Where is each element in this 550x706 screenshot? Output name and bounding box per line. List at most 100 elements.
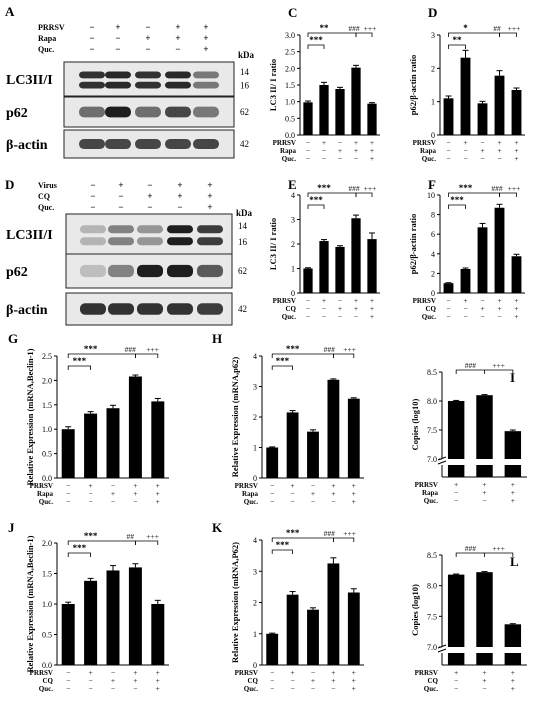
blot-band [135, 81, 161, 89]
significance-bracket [355, 32, 373, 37]
blot-band [193, 138, 219, 150]
y-tick-label: 0 [431, 131, 435, 140]
y-tick-label: 7.0 [427, 455, 437, 464]
bar [443, 98, 454, 135]
significance-mark: +++ [508, 184, 521, 193]
bar [494, 207, 505, 293]
treatment-sign: + [482, 668, 486, 677]
bar [511, 256, 522, 293]
treatment-sign: + [203, 33, 208, 43]
treatment-sign: − [66, 684, 70, 693]
treatment-sign: + [497, 304, 501, 313]
blot-band [105, 106, 131, 118]
panel-letter: I [510, 370, 515, 385]
treatment-sign: − [480, 154, 484, 163]
y-axis-label: Relative Expression (mRNA,Beclin-1) [25, 348, 35, 485]
treatment-label: Rapa [420, 147, 436, 155]
treatment-sign: − [66, 489, 70, 498]
bar [460, 268, 471, 293]
y-tick-label: 1.0 [42, 425, 52, 434]
treatment-label: Quc. [39, 685, 53, 693]
treatment-sign: − [115, 33, 120, 43]
blot-band [105, 138, 131, 150]
kda-marker: 16 [240, 81, 250, 91]
significance-bracket [333, 537, 355, 542]
treatment-sign: + [497, 138, 501, 147]
panel-letter: A [5, 4, 15, 19]
y-tick-label: 1.0 [285, 98, 295, 107]
treatment-sign: + [370, 154, 374, 163]
treatment-label: Quc. [38, 203, 54, 212]
treatment-sign: + [511, 488, 515, 497]
significance-bracket [499, 192, 517, 197]
treatment-sign: + [511, 668, 515, 677]
treatment-sign: − [290, 684, 294, 693]
y-tick-label: 2.0 [42, 539, 52, 548]
treatment-sign: + [88, 668, 92, 677]
significance-bracket [67, 552, 91, 557]
bar [128, 567, 142, 665]
treatment-sign: − [111, 497, 115, 506]
y-axis-label: p62/β-actin ratio [408, 214, 418, 274]
kda-label: kDa [238, 50, 255, 60]
blot-band [105, 81, 131, 89]
treatment-sign: + [354, 304, 358, 313]
treatment-sign: − [497, 312, 501, 321]
treatment-sign: − [331, 684, 335, 693]
treatment-sign: + [147, 191, 152, 201]
blot-band [135, 71, 161, 79]
significance-mark: * [463, 23, 468, 33]
treatment-sign: − [133, 497, 137, 506]
bar [351, 67, 361, 135]
y-tick-label: 0 [291, 289, 295, 298]
treatment-sign: + [156, 684, 160, 693]
treatment-label: PRRSV [273, 139, 296, 147]
treatment-sign: + [338, 146, 342, 155]
treatment-label: PRRSV [413, 297, 436, 305]
blot-membrane [63, 61, 235, 97]
significance-mark: ### [465, 361, 477, 370]
treatment-label: PRRSV [415, 669, 438, 677]
y-tick-label: 0.0 [42, 661, 52, 670]
treatment-sign: + [370, 296, 374, 305]
treatment-sign: + [118, 180, 123, 190]
treatment-label: Quc. [38, 45, 54, 54]
blot-band [80, 303, 106, 315]
bar-chart-panels: C 0.0 0.5 1.0 1.5 2.0 2.5 3.0 LC3 II/ I ratio ** #… [8, 5, 527, 693]
treatment-sign: − [177, 202, 182, 212]
treatment-sign: − [354, 312, 358, 321]
treatment-sign: − [480, 312, 484, 321]
treatment-sign: − [446, 146, 450, 155]
significance-mark: +++ [146, 532, 159, 541]
treatment-label: CQ [43, 677, 54, 685]
y-tick-label: 7.5 [427, 426, 437, 435]
treatment-sign: + [511, 676, 515, 685]
bar [128, 376, 142, 478]
blot-band [137, 225, 163, 234]
treatment-label: PRRSV [30, 669, 53, 677]
y-axis-label: LC3 II/ I ratio [268, 59, 278, 111]
significance-mark: *** [84, 531, 98, 541]
treatment-label: CQ [426, 305, 437, 313]
significance-mark: *** [73, 543, 87, 553]
significance-mark: ### [348, 24, 360, 33]
treatment-sign: − [480, 138, 484, 147]
significance-mark: +++ [508, 24, 521, 33]
treatment-sign: + [175, 22, 180, 32]
treatment-sign: + [454, 480, 458, 489]
kda-marker: 62 [240, 107, 249, 117]
y-tick-label: 8.0 [427, 582, 437, 591]
treatment-sign: + [111, 676, 115, 685]
y-tick-label: 0.5 [285, 114, 295, 123]
bar [319, 241, 329, 293]
panel-letter: D [5, 177, 14, 192]
y-tick-label: 2 [431, 64, 435, 73]
treatment-sign: + [514, 296, 518, 305]
treatment-sign: − [270, 481, 274, 490]
treatment-sign: − [306, 138, 310, 147]
kda-marker: 42 [240, 139, 249, 149]
treatment-sign: − [147, 180, 152, 190]
y-tick-label: 1.5 [42, 401, 52, 410]
